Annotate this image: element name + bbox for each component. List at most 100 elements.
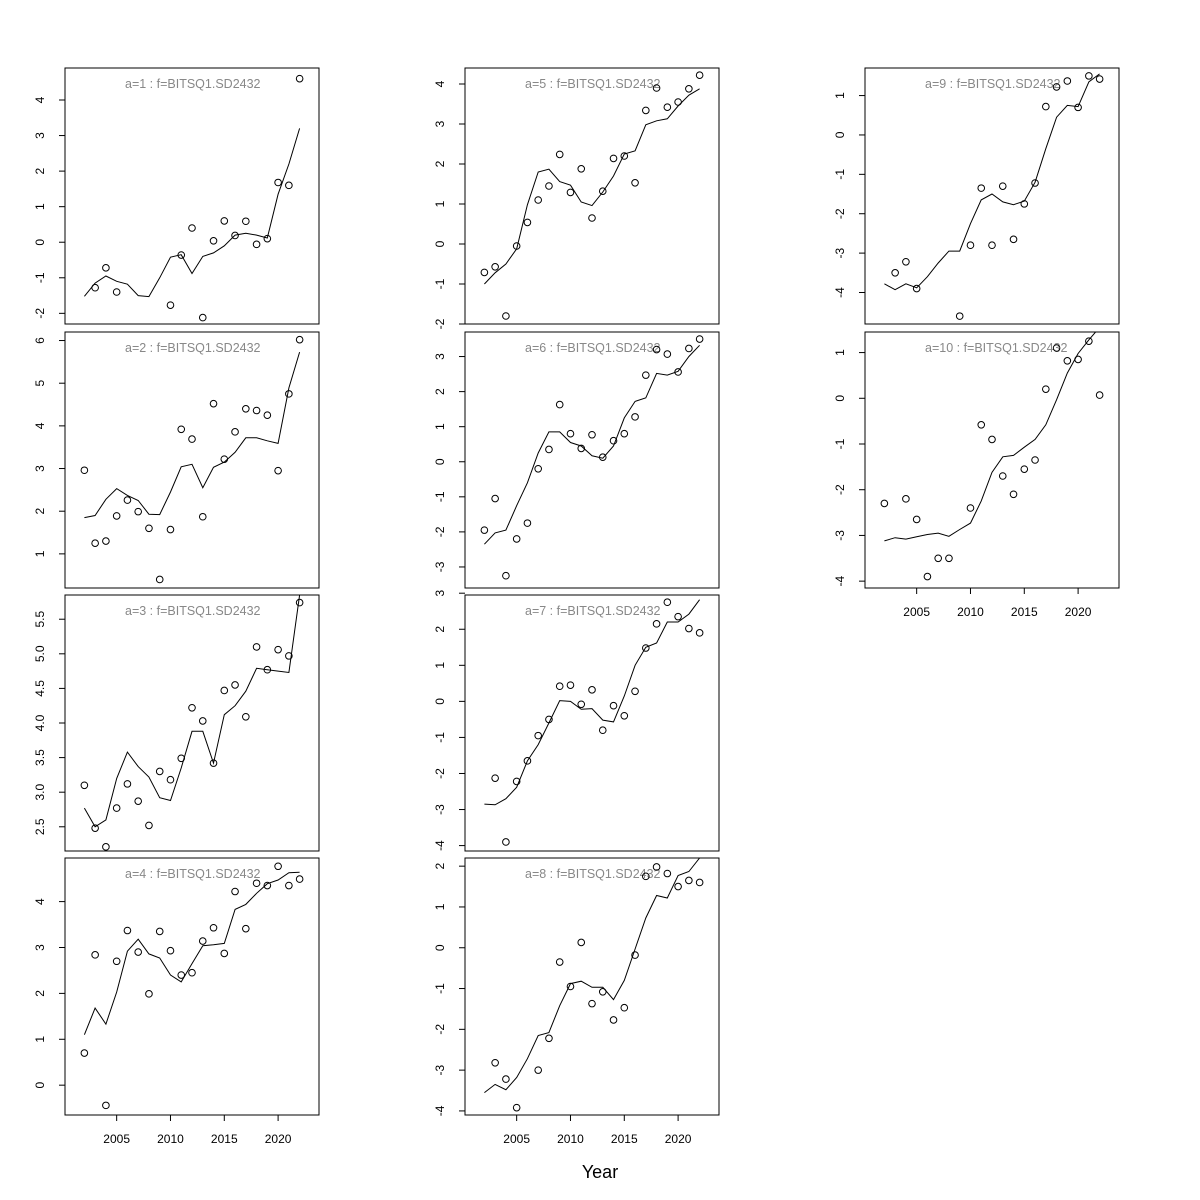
data-point [1042, 102, 1050, 111]
data-point [631, 413, 639, 421]
y-tick-label: -1 [433, 732, 447, 743]
data-point [977, 421, 986, 429]
data-point [685, 344, 693, 353]
data-point [1009, 490, 1018, 499]
data-point [588, 214, 596, 222]
data-point [685, 624, 693, 633]
x-axis-label: Year [582, 1162, 618, 1182]
data-point [1063, 77, 1072, 85]
data-point [652, 620, 661, 628]
data-point [588, 430, 596, 439]
data-point [242, 924, 250, 933]
data-point [902, 257, 910, 266]
data-point [566, 429, 575, 438]
fitted-line [83, 595, 301, 828]
data-point [123, 780, 132, 788]
fitted-line [83, 871, 300, 1035]
data-point [295, 598, 304, 607]
y-tick-label: 3 [33, 465, 47, 472]
data-point [966, 504, 975, 512]
y-tick-label: -2 [33, 308, 47, 319]
data-point [166, 946, 175, 955]
x-tick-label: 2020 [265, 1132, 292, 1146]
data-point [534, 731, 542, 740]
panel-8: a=8 : f=BITSQ1.SD2432 -4 -3 -2 -1 0 1 2 2005 2010… [433, 857, 720, 1146]
data-point [555, 400, 564, 409]
fitted-line [484, 858, 700, 1093]
data-point [1063, 357, 1072, 365]
data-point [577, 165, 586, 173]
panel-2: a=2 : f=BITSQ1.SD2432 1 2 3 4 5 6 [33, 331, 320, 589]
data-point [188, 435, 196, 443]
y-tick-label: 5.0 [33, 645, 47, 662]
data-point [145, 990, 153, 998]
data-point [609, 436, 618, 445]
data-point [1009, 235, 1018, 244]
data-point [80, 781, 89, 790]
data-point [912, 284, 921, 293]
y-tick-label: -4 [433, 1105, 447, 1116]
fitted-line [884, 332, 1097, 542]
data-point [242, 405, 250, 413]
x-tick-label: 2020 [1065, 605, 1092, 619]
plot-data [484, 598, 704, 846]
y-tick-label: -1 [433, 278, 447, 289]
data-point [252, 643, 261, 651]
data-point [123, 926, 132, 935]
data-point [620, 1003, 629, 1012]
data-point [209, 759, 218, 767]
data-point [112, 957, 121, 966]
data-point [631, 179, 639, 187]
data-point [555, 958, 564, 966]
y-tick-label: 1 [833, 92, 847, 99]
data-point [263, 881, 272, 890]
y-tick-label: 0 [33, 1082, 47, 1089]
data-point [685, 85, 693, 93]
data-point [545, 182, 553, 190]
x-tick-label: 2010 [557, 1132, 584, 1146]
data-point [198, 512, 207, 521]
y-tick-label: 3.0 [33, 784, 47, 801]
x-tick-label: 2005 [503, 1132, 530, 1146]
y-tick-label: 1 [433, 662, 447, 669]
x-tick-label: 2005 [903, 605, 930, 619]
data-point [220, 949, 229, 958]
y-tick-label: 5.5 [33, 611, 47, 628]
data-point [123, 496, 132, 504]
data-point [102, 843, 110, 851]
data-point [1095, 75, 1104, 83]
data-point [285, 390, 293, 398]
panel-title: a=2 : f=BITSQ1.SD2432 [125, 341, 261, 355]
y-tick-label: -1 [833, 438, 847, 449]
data-point [242, 712, 250, 721]
data-point [577, 938, 586, 947]
data-point [112, 804, 121, 812]
data-point [545, 1034, 553, 1043]
y-tick-label: -1 [433, 983, 447, 994]
data-point [295, 74, 304, 83]
y-tick-label: -2 [833, 484, 847, 495]
data-point [512, 777, 521, 786]
y-tick-label: -2 [433, 768, 447, 779]
data-point [566, 681, 575, 689]
y-tick-label: 3 [433, 120, 447, 127]
y-tick-label: -3 [433, 804, 447, 815]
data-point [674, 612, 682, 621]
data-point [80, 1049, 89, 1057]
data-point [491, 263, 499, 271]
data-point [663, 350, 672, 358]
data-point [663, 598, 672, 607]
data-point [988, 241, 996, 250]
data-point [1085, 72, 1093, 80]
data-point [998, 182, 1007, 190]
y-tick-label: 2 [433, 863, 447, 870]
data-point [177, 971, 186, 979]
plot-data [480, 71, 704, 320]
y-tick-label: -2 [833, 208, 847, 219]
data-point [631, 687, 639, 696]
data-point [977, 184, 986, 192]
data-point [674, 882, 682, 891]
data-point [491, 494, 499, 503]
x-tick-label: 2015 [1011, 605, 1038, 619]
data-point [91, 951, 99, 959]
